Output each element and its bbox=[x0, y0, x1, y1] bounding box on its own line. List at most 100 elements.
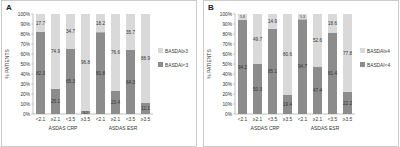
x-tick-label: ≥3.5 bbox=[141, 117, 151, 122]
data-label: 23.4 bbox=[111, 100, 120, 105]
y-tick-label: 50% bbox=[222, 62, 232, 67]
x-tick-label: <3.5 bbox=[328, 117, 338, 122]
y-axis-title: % PATIENTS bbox=[4, 49, 10, 79]
data-label: 11.1 bbox=[141, 106, 150, 111]
data-label: 25.1 bbox=[51, 99, 60, 104]
y-tick-label: 40% bbox=[222, 72, 232, 77]
bar-segment bbox=[36, 32, 45, 114]
data-label: 82.3 bbox=[36, 71, 45, 76]
y-tick-label: 90% bbox=[222, 22, 232, 27]
data-label: 5.8 bbox=[240, 15, 245, 19]
panel-title: A bbox=[6, 3, 12, 12]
bar-segment bbox=[51, 89, 60, 114]
data-label: 81.4 bbox=[328, 71, 337, 76]
x-group-label: ASDAS ESR bbox=[311, 125, 340, 131]
bar-segment bbox=[238, 14, 247, 20]
data-label: 96.8 bbox=[81, 60, 90, 65]
x-tick-label: ≥3.5 bbox=[343, 117, 353, 122]
x-tick-label: ≥2.1 bbox=[313, 117, 323, 122]
legend-label: BASDAI<3 bbox=[165, 63, 188, 68]
y-tick-label: 20% bbox=[222, 92, 232, 97]
data-label: 34.7 bbox=[66, 29, 75, 34]
data-label: 65.3 bbox=[66, 79, 75, 84]
x-group-label: ASDAS ESR bbox=[109, 125, 138, 131]
y-tick-label: 70% bbox=[20, 42, 30, 47]
x-tick-label: <3.5 bbox=[66, 117, 76, 122]
x-tick-label: <2.1 bbox=[96, 117, 106, 122]
bar-segment bbox=[343, 14, 352, 92]
x-tick-label: ≥2.1 bbox=[51, 117, 61, 122]
bars bbox=[36, 14, 150, 114]
data-label: 94.2 bbox=[238, 65, 247, 70]
y-tick-label: 90% bbox=[20, 22, 30, 27]
y-tick-label: 30% bbox=[20, 82, 30, 87]
x-tick-label: <2.1 bbox=[298, 117, 308, 122]
x-tick-label: <2.1 bbox=[238, 117, 248, 122]
panel-frame bbox=[2, 1, 197, 147]
bar-segment bbox=[36, 14, 45, 32]
legend-swatch bbox=[360, 62, 365, 67]
y-tick-label: 50% bbox=[20, 62, 30, 67]
bar-segment bbox=[298, 19, 307, 114]
bar-segment bbox=[328, 33, 337, 114]
y-tick-label: 20% bbox=[20, 92, 30, 97]
data-labels: 82.3 25.1 65.3 3.2 81.8 23.4 64.3 11.1 17.7 74.9 3… bbox=[36, 21, 150, 115]
y-tick-label: 80% bbox=[20, 32, 30, 37]
x-group-label: ASDAS CRP bbox=[49, 125, 79, 131]
data-label: 47.4 bbox=[313, 88, 322, 93]
figure: A% PATIENTS0%10%20%30%40%50%60%70%80%90%… bbox=[0, 0, 400, 147]
bar-segment bbox=[51, 14, 60, 89]
bar-segment bbox=[111, 91, 120, 114]
bar-segment bbox=[268, 14, 277, 29]
x-tick-label: <3.5 bbox=[268, 117, 278, 122]
y-tick-label: 30% bbox=[222, 82, 232, 87]
panel: B% PATIENTS0%10%20%30%40%50%60%70%80%90%… bbox=[204, 1, 399, 147]
bar-segment bbox=[268, 29, 277, 114]
bar-segment bbox=[298, 14, 307, 19]
data-label: 88.9 bbox=[141, 56, 150, 61]
data-label: 74.9 bbox=[51, 49, 60, 54]
bar-segment bbox=[313, 14, 322, 67]
panel: A% PATIENTS0%10%20%30%40%50%60%70%80%90%… bbox=[2, 1, 197, 147]
bar-segment bbox=[126, 50, 135, 114]
bar-segment bbox=[253, 64, 262, 114]
data-label: 50.3 bbox=[253, 87, 262, 92]
y-tick-label: 60% bbox=[20, 52, 30, 57]
bar-segment bbox=[253, 14, 262, 64]
y-axis-line bbox=[33, 14, 34, 114]
bar-segment bbox=[343, 92, 352, 114]
bar-segment bbox=[141, 103, 150, 114]
x-group-label: ASDAS CRP bbox=[251, 125, 281, 131]
bar-segment bbox=[66, 14, 75, 49]
bar-segment bbox=[66, 49, 75, 114]
x-tick-label: <3.5 bbox=[126, 117, 136, 122]
data-label: 5.3 bbox=[300, 15, 305, 19]
bar-segment bbox=[96, 32, 105, 114]
data-label: 94.7 bbox=[298, 64, 307, 69]
data-label: 22.2 bbox=[343, 101, 352, 106]
data-label: 17.7 bbox=[36, 21, 45, 26]
data-label: 85.1 bbox=[268, 69, 277, 74]
legend-label: BASDAI<4 bbox=[367, 63, 390, 68]
bar-segment bbox=[141, 14, 150, 103]
legend-swatch bbox=[158, 48, 163, 53]
data-label: 35.7 bbox=[126, 30, 135, 35]
bar-segment bbox=[328, 14, 337, 33]
y-tick-label: 10% bbox=[222, 102, 232, 107]
data-label: 64.3 bbox=[126, 80, 135, 85]
data-label: 76.6 bbox=[111, 50, 120, 55]
bar-segment bbox=[111, 14, 120, 91]
y-tick-label: 100% bbox=[220, 12, 233, 17]
data-label: 81.8 bbox=[96, 71, 105, 76]
panel-frame bbox=[204, 1, 399, 147]
x-tick-label: ≥2.1 bbox=[253, 117, 263, 122]
x-tick-label: <2.1 bbox=[36, 117, 46, 122]
data-label: 3.2 bbox=[83, 111, 88, 115]
y-tick-label: 40% bbox=[20, 72, 30, 77]
bar-segment bbox=[81, 14, 90, 111]
y-tick-label: 60% bbox=[222, 52, 232, 57]
bar-segment bbox=[126, 14, 135, 50]
legend-label: BASDAI≥4 bbox=[367, 49, 390, 54]
x-tick-label: ≥3.5 bbox=[283, 117, 293, 122]
data-label: 18.6 bbox=[328, 21, 337, 26]
